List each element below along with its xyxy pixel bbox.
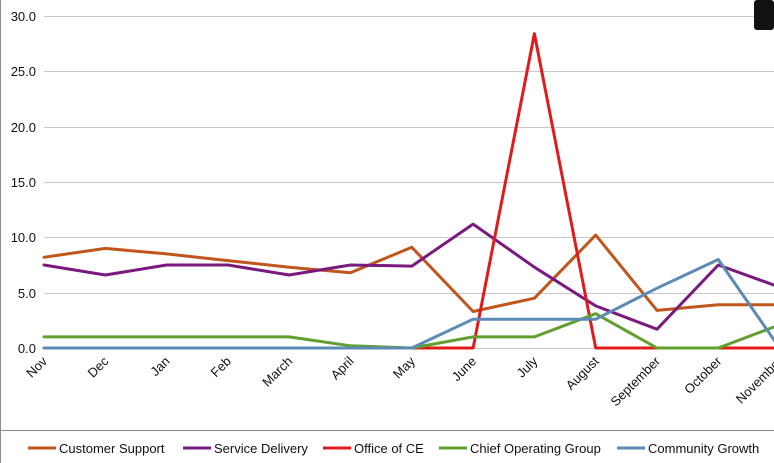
y-tick-label: 30.0 — [11, 9, 36, 24]
x-tick-label: April — [328, 353, 357, 382]
series-line-2 — [42, 32, 774, 350]
corner-tab — [754, 0, 774, 30]
legend: Customer Support Service Delivery Office o… — [28, 441, 759, 456]
y-axis-ticks: 0.0 5.0 10.0 15.0 20.0 25.0 30.0 — [11, 9, 36, 356]
series-line-3 — [42, 312, 774, 350]
legend-label: Community Growth — [648, 441, 759, 456]
x-tick-label: May — [390, 353, 418, 381]
x-tick-label: Nov — [23, 353, 50, 380]
x-axis-ticks: Nov Dec Jan Feb March April May June July August S… — [23, 353, 774, 409]
y-tick-label: 15.0 — [11, 175, 36, 190]
x-tick-label: October — [681, 353, 725, 397]
x-tick-label: March — [259, 354, 295, 390]
y-tick-label: 25.0 — [11, 64, 36, 79]
y-tick-label: 20.0 — [11, 120, 36, 135]
series-lines — [42, 32, 774, 350]
y-tick-label: 10.0 — [11, 230, 36, 245]
series-line-1 — [42, 222, 774, 331]
legend-label: Customer Support — [59, 441, 165, 456]
legend-label: Chief Operating Group — [470, 441, 601, 456]
x-tick-label: Jan — [147, 354, 172, 379]
x-tick-label: August — [563, 353, 602, 392]
x-tick-label: July — [514, 353, 541, 380]
legend-label: Office of CE — [354, 441, 424, 456]
x-tick-label: Dec — [84, 353, 111, 380]
gridlines — [44, 16, 774, 349]
y-tick-label: 5.0 — [18, 286, 36, 301]
x-tick-label: November — [733, 353, 774, 406]
series-line-4 — [42, 258, 774, 350]
y-tick-label: 0.0 — [18, 341, 36, 356]
x-tick-label: June — [449, 354, 480, 385]
x-tick-label: Feb — [208, 354, 234, 380]
series-line-0 — [42, 233, 774, 313]
x-tick-label: September — [608, 353, 664, 409]
legend-label: Service Delivery — [214, 441, 308, 456]
